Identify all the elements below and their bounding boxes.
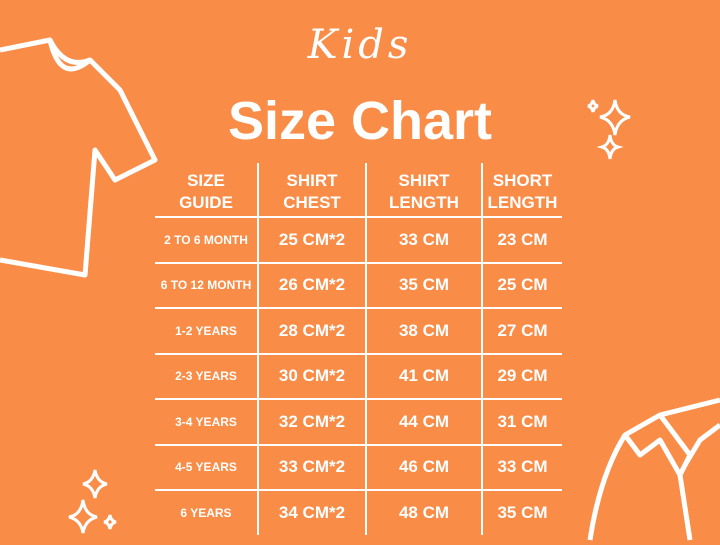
header-line: LENGTH — [389, 193, 459, 212]
shirt-length-cell: 41 CM — [365, 352, 482, 399]
table-row: 3-4 YEARS 32 CM*2 44 CM 31 CM — [155, 398, 562, 445]
table-row: 2 TO 6 MONTH 25 CM*2 33 CM 23 CM — [155, 216, 562, 263]
shirt-chest-cell: 32 CM*2 — [257, 398, 366, 445]
short-length-cell: 31 CM — [481, 398, 562, 445]
table-row: 6 YEARS 34 CM*2 48 CM 35 CM — [155, 489, 562, 535]
shirt-length-cell: 48 CM — [365, 489, 482, 535]
size-guide-cell: 3-4 YEARS — [155, 398, 258, 445]
size-guide-cell: 2 TO 6 MONTH — [155, 216, 258, 263]
short-length-cell: 35 CM — [481, 489, 562, 535]
shirt-length-cell: 33 CM — [365, 216, 482, 263]
shirt-chest-cell: 34 CM*2 — [257, 489, 366, 535]
shirt-length-cell: 44 CM — [365, 398, 482, 445]
header-size-guide: SIZE GUIDE — [155, 163, 258, 217]
table-header-row: SIZE GUIDE SHIRT CHEST SHIRT LENGTH SHORT LE… — [155, 163, 562, 217]
shirt-length-cell: 35 CM — [365, 261, 482, 308]
table-row: 6 TO 12 MONTH 26 CM*2 35 CM 25 CM — [155, 261, 562, 308]
shirt-chest-cell: 33 CM*2 — [257, 443, 366, 490]
size-guide-cell: 6 YEARS — [155, 489, 258, 535]
size-guide-cell: 6 TO 12 MONTH — [155, 261, 258, 308]
header-shirt-length: SHIRT LENGTH — [365, 163, 482, 217]
size-chart-table: SIZE GUIDE SHIRT CHEST SHIRT LENGTH SHORT LE… — [155, 163, 562, 535]
header-short-length: SHORT LENGTH — [481, 163, 562, 217]
page-title: Size Chart — [227, 91, 493, 151]
shirt-chest-cell: 30 CM*2 — [257, 352, 366, 399]
table-row: 4-5 YEARS 33 CM*2 46 CM 33 CM — [155, 443, 562, 490]
header-line: SIZE — [187, 171, 225, 190]
short-length-cell: 23 CM — [481, 216, 562, 263]
shirt-chest-cell: 28 CM*2 — [257, 307, 366, 354]
header-line: SHORT — [492, 171, 553, 190]
shirt-length-cell: 38 CM — [365, 307, 482, 354]
table-row: 1-2 YEARS 28 CM*2 38 CM 27 CM — [155, 307, 562, 354]
size-guide-cell: 2-3 YEARS — [155, 352, 258, 399]
header-shirt-chest: SHIRT CHEST — [257, 163, 366, 217]
shirt-length-cell: 46 CM — [365, 443, 482, 490]
size-guide-cell: 1-2 YEARS — [155, 307, 258, 354]
short-length-cell: 25 CM — [481, 261, 562, 308]
short-length-cell: 27 CM — [481, 307, 562, 354]
size-guide-cell: 4-5 YEARS — [155, 443, 258, 490]
kids-script-heading: Kids — [307, 22, 413, 68]
sparkle-icon — [68, 469, 117, 534]
polo-shirt-icon — [587, 397, 720, 541]
tshirt-icon — [0, 37, 158, 278]
sparkle-icon — [587, 99, 631, 160]
header-line: SHIRT — [286, 171, 338, 190]
shirt-chest-cell: 25 CM*2 — [257, 216, 366, 263]
short-length-cell: 33 CM — [481, 443, 562, 490]
header-line: SHIRT — [398, 171, 450, 190]
short-length-cell: 29 CM — [481, 352, 562, 399]
table-row: 2-3 YEARS 30 CM*2 41 CM 29 CM — [155, 352, 562, 399]
shirt-chest-cell: 26 CM*2 — [257, 261, 366, 308]
header-line: LENGTH — [487, 193, 558, 212]
header-line: GUIDE — [179, 193, 233, 212]
header-line: CHEST — [283, 193, 341, 212]
